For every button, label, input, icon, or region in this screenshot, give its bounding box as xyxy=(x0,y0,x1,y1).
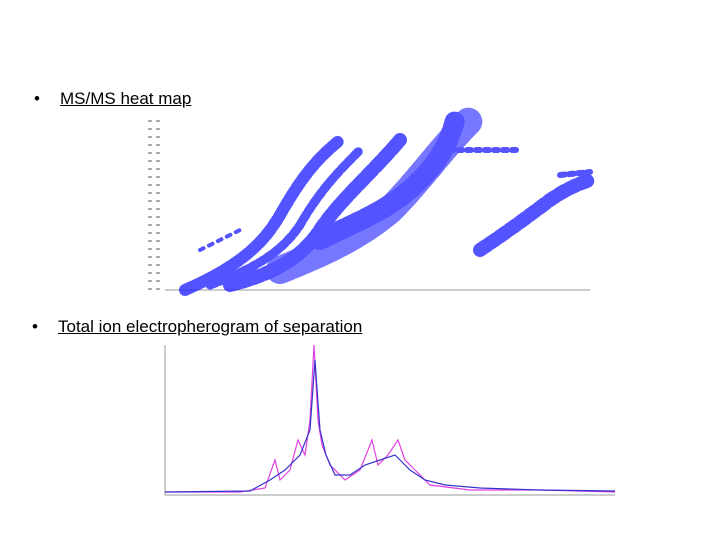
bullet: • xyxy=(32,317,38,336)
trace-blue xyxy=(164,359,616,493)
electropherogram xyxy=(164,344,616,496)
bullet-text: Total ion electropherogram of separation xyxy=(58,317,363,336)
heat-map xyxy=(148,106,597,296)
bullet: • xyxy=(34,89,40,108)
trace-magenta xyxy=(165,344,616,493)
bullet-text: MS/MS heat map xyxy=(60,89,192,108)
